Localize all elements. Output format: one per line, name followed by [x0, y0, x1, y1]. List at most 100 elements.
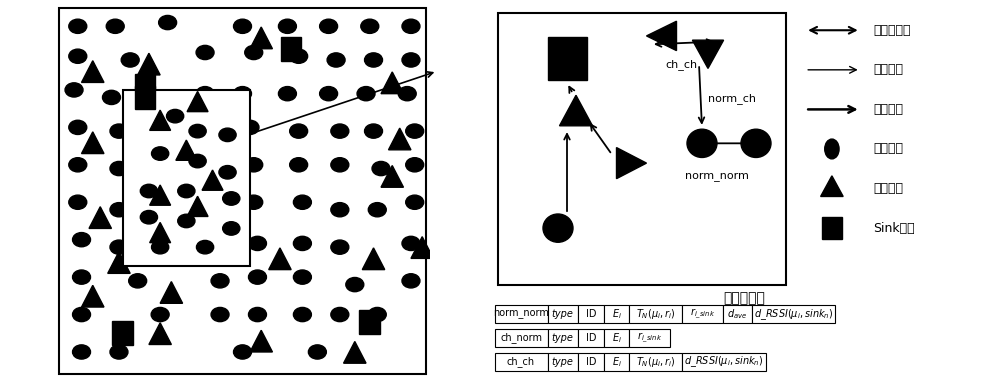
- Bar: [604, 353, 629, 371]
- Ellipse shape: [248, 236, 266, 251]
- Ellipse shape: [825, 139, 839, 159]
- Ellipse shape: [151, 308, 169, 322]
- Ellipse shape: [278, 19, 296, 33]
- Bar: [629, 329, 670, 347]
- Ellipse shape: [73, 345, 91, 359]
- Ellipse shape: [357, 87, 375, 101]
- Ellipse shape: [402, 19, 420, 33]
- Ellipse shape: [245, 158, 263, 172]
- Polygon shape: [821, 176, 843, 196]
- Ellipse shape: [219, 165, 236, 179]
- Bar: [112, 321, 133, 345]
- Ellipse shape: [361, 19, 379, 33]
- Ellipse shape: [73, 308, 91, 322]
- Ellipse shape: [398, 87, 416, 101]
- Ellipse shape: [110, 240, 128, 254]
- Ellipse shape: [196, 87, 214, 101]
- Ellipse shape: [110, 345, 128, 359]
- Bar: [495, 305, 548, 323]
- Bar: [752, 305, 835, 323]
- Text: 普通节点: 普通节点: [873, 142, 903, 155]
- Text: norm_norm: norm_norm: [493, 309, 549, 319]
- Ellipse shape: [196, 45, 214, 60]
- Bar: [135, 86, 155, 109]
- Text: $r_{i\_sink}$: $r_{i\_sink}$: [637, 331, 662, 345]
- Ellipse shape: [110, 162, 128, 176]
- Text: $E_i$: $E_i$: [612, 331, 622, 345]
- Ellipse shape: [290, 158, 308, 172]
- Bar: [135, 74, 155, 98]
- Bar: [629, 353, 682, 371]
- Bar: [604, 305, 629, 323]
- Text: 数据包类型: 数据包类型: [724, 291, 765, 305]
- Ellipse shape: [406, 158, 424, 172]
- Polygon shape: [150, 222, 171, 243]
- Polygon shape: [187, 91, 208, 112]
- Bar: [548, 305, 578, 323]
- Polygon shape: [389, 128, 411, 150]
- Ellipse shape: [110, 124, 128, 138]
- Ellipse shape: [331, 202, 349, 217]
- Polygon shape: [82, 61, 104, 83]
- Bar: [578, 305, 604, 323]
- Ellipse shape: [406, 195, 424, 209]
- Ellipse shape: [402, 274, 420, 288]
- Ellipse shape: [140, 184, 158, 198]
- Ellipse shape: [129, 274, 147, 288]
- Ellipse shape: [152, 240, 169, 254]
- Ellipse shape: [73, 270, 91, 284]
- Polygon shape: [176, 140, 197, 160]
- Ellipse shape: [368, 308, 386, 322]
- Ellipse shape: [248, 270, 266, 284]
- Ellipse shape: [65, 83, 83, 97]
- Polygon shape: [344, 342, 366, 363]
- Ellipse shape: [402, 53, 420, 67]
- Ellipse shape: [140, 210, 158, 224]
- Polygon shape: [646, 21, 676, 50]
- Polygon shape: [250, 27, 272, 49]
- Ellipse shape: [248, 308, 266, 322]
- Ellipse shape: [245, 45, 263, 60]
- Bar: [495, 353, 548, 371]
- Text: type: type: [552, 309, 574, 319]
- Ellipse shape: [167, 109, 184, 123]
- Ellipse shape: [69, 120, 87, 134]
- Polygon shape: [160, 282, 183, 303]
- Bar: [604, 329, 629, 347]
- Bar: [548, 37, 586, 80]
- Ellipse shape: [189, 125, 206, 138]
- Ellipse shape: [331, 308, 349, 322]
- Ellipse shape: [159, 15, 177, 30]
- Text: type: type: [552, 357, 574, 367]
- Polygon shape: [149, 323, 171, 345]
- Text: $d\_RSSI(\mu_i,sink_n)$: $d\_RSSI(\mu_i,sink_n)$: [684, 354, 764, 369]
- Ellipse shape: [293, 308, 311, 322]
- Polygon shape: [150, 110, 171, 130]
- Ellipse shape: [320, 87, 338, 101]
- Ellipse shape: [207, 199, 225, 213]
- Ellipse shape: [293, 270, 311, 284]
- Ellipse shape: [178, 184, 195, 198]
- Bar: [682, 305, 723, 323]
- Text: 数据包交换: 数据包交换: [873, 24, 910, 37]
- Ellipse shape: [234, 87, 251, 101]
- Text: norm_ch: norm_ch: [708, 93, 756, 104]
- Ellipse shape: [73, 233, 91, 247]
- Text: $T_N(\mu_i,r_i)$: $T_N(\mu_i,r_i)$: [636, 307, 676, 321]
- Ellipse shape: [327, 53, 345, 67]
- Ellipse shape: [741, 129, 771, 157]
- Text: ID: ID: [586, 309, 596, 319]
- Text: $d_{ave}$: $d_{ave}$: [727, 307, 748, 321]
- Ellipse shape: [69, 49, 87, 63]
- Text: type: type: [552, 333, 574, 343]
- Polygon shape: [156, 91, 179, 112]
- Text: $d\_RSSI(\mu_i,sink_n)$: $d\_RSSI(\mu_i,sink_n)$: [754, 307, 833, 322]
- Polygon shape: [560, 95, 592, 126]
- Ellipse shape: [121, 53, 139, 67]
- Bar: [723, 305, 752, 323]
- Ellipse shape: [189, 154, 206, 168]
- Ellipse shape: [290, 124, 308, 138]
- Ellipse shape: [234, 19, 251, 33]
- Polygon shape: [269, 248, 291, 270]
- Bar: [578, 353, 604, 371]
